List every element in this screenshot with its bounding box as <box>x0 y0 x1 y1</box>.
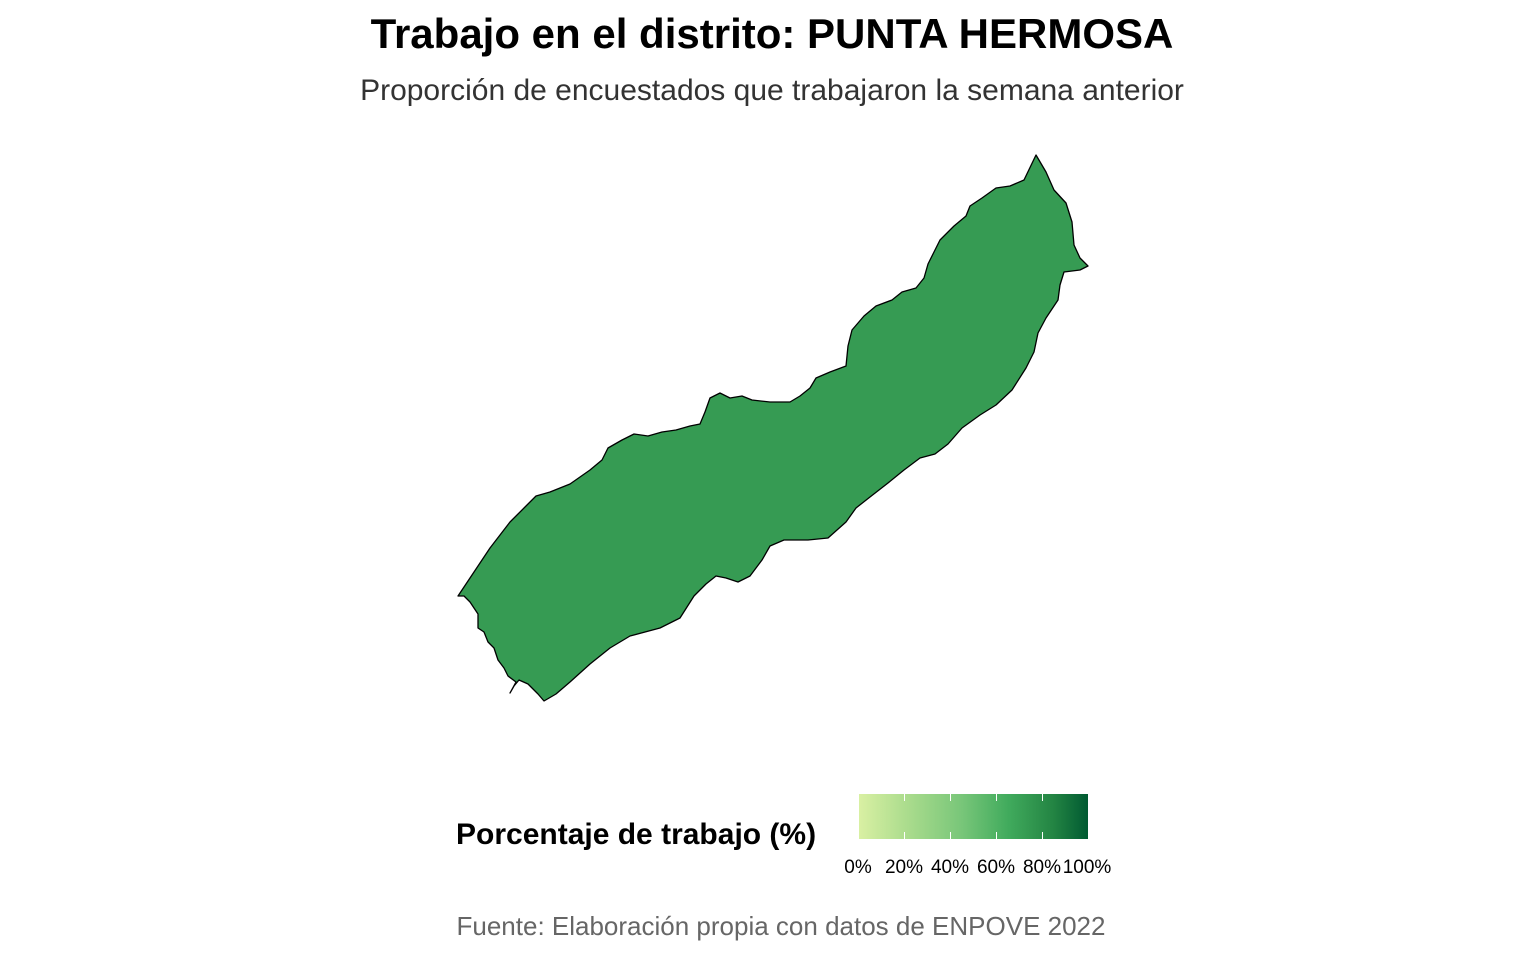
legend-tick-80-bottom <box>1042 832 1043 839</box>
map-title: Trabajo en el distrito: PUNTA HERMOSA <box>370 10 1174 57</box>
legend-tick-20-top <box>904 794 905 801</box>
legend-tick-20-bottom <box>904 832 905 839</box>
legend-label-40: 40% <box>930 857 970 878</box>
legend-tick-60-bottom <box>996 832 997 839</box>
legend-title: Porcentaje de trabajo (%) <box>456 818 817 851</box>
legend-label-60: 60% <box>976 857 1016 878</box>
legend-label-100: 100% <box>1062 857 1112 878</box>
legend-label-80: 80% <box>1022 857 1062 878</box>
map-subtitle: Proporción de encuestados que trabajaron… <box>360 74 1184 107</box>
legend-tick-60-top <box>996 794 997 801</box>
legend-tick-40-bottom <box>950 832 951 839</box>
legend-tick-40-top <box>950 794 951 801</box>
legend-tick-80-top <box>1042 794 1043 801</box>
legend-label-0: 0% <box>844 857 872 878</box>
district-polygon-punta-hermosa <box>457 154 1089 702</box>
legend-color-bar <box>859 794 1088 839</box>
legend-label-20: 20% <box>884 857 924 878</box>
source-caption: Fuente: Elaboración propia con datos de … <box>456 911 1106 941</box>
